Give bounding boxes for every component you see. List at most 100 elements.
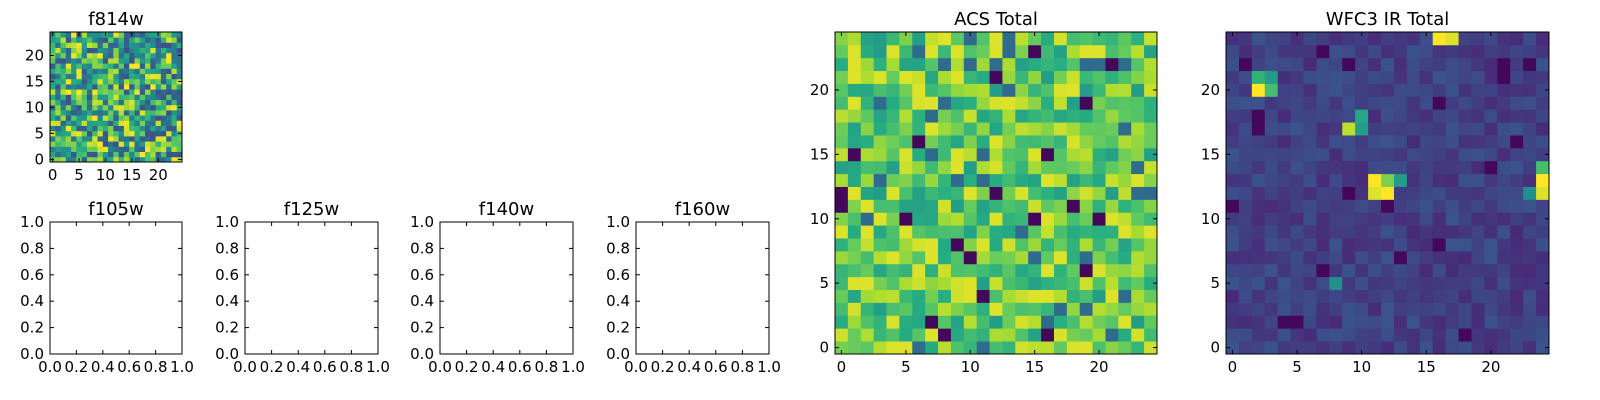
heatmap-cell — [1381, 276, 1395, 290]
heatmap-cell — [1393, 225, 1408, 239]
heatmap-cell — [1393, 315, 1408, 329]
heatmap-cell — [1523, 276, 1537, 290]
heatmap-cell — [97, 120, 104, 126]
heatmap-cell — [912, 225, 926, 239]
heatmap-cell — [860, 289, 875, 303]
heatmap-cell — [886, 302, 900, 316]
heatmap-cell — [1342, 315, 1356, 329]
heatmap-cell — [912, 250, 926, 265]
heatmap-cell — [102, 78, 109, 85]
heatmap-cell — [847, 70, 862, 84]
heatmap-cell — [1238, 341, 1253, 355]
heatmap-cell — [1277, 302, 1291, 316]
heatmap-cell — [989, 160, 1003, 175]
heatmap-cell — [1105, 44, 1119, 59]
heatmap-cell — [1393, 160, 1408, 175]
heatmap-cell — [129, 136, 135, 142]
heatmap-cell — [950, 199, 965, 213]
heatmap-cell — [171, 58, 178, 64]
heatmap-cell — [1118, 199, 1132, 213]
heatmap-cell — [1523, 109, 1537, 123]
heatmap-cell — [1092, 225, 1106, 239]
heatmap-cell — [1238, 96, 1253, 110]
heatmap-cell — [1316, 315, 1330, 329]
heatmap-cell — [60, 37, 67, 43]
heatmap-cell — [1342, 302, 1356, 316]
heatmap-cell — [65, 146, 72, 152]
heatmap-cell — [938, 32, 952, 46]
heatmap-cell — [1329, 328, 1343, 342]
heatmap-cell — [1131, 250, 1145, 265]
heatmap-cell — [873, 186, 887, 200]
heatmap-cell — [76, 125, 83, 132]
heatmap-cell — [55, 130, 61, 137]
heatmap-cell — [60, 146, 67, 152]
heatmap-cell — [118, 58, 125, 64]
heatmap-cell — [160, 110, 167, 116]
heatmap-cell — [1028, 315, 1042, 329]
heatmap-cell — [1355, 276, 1369, 290]
heatmap-cell — [176, 94, 183, 100]
heatmap-cell — [123, 37, 130, 43]
heatmap-cell — [123, 146, 130, 152]
heatmap-cell — [1277, 122, 1291, 136]
heatmap-cell — [92, 120, 98, 126]
heatmap-cell — [1484, 315, 1498, 329]
heatmap-cell — [1458, 341, 1472, 355]
heatmap-cell — [1105, 147, 1119, 162]
heatmap-cell — [150, 37, 156, 43]
heatmap-cell — [113, 146, 120, 152]
heatmap-cell — [989, 302, 1003, 316]
heatmap-cell — [1471, 341, 1485, 355]
heatmap-cell — [1445, 96, 1459, 110]
heatmap-cell — [1066, 250, 1081, 265]
axes-frame — [834, 31, 1158, 355]
heatmap-cell — [1329, 147, 1343, 162]
heatmap-cell — [1251, 238, 1266, 252]
heatmap-cell — [65, 84, 72, 90]
heatmap-cell — [50, 47, 56, 54]
heatmap-cell — [1497, 199, 1511, 213]
heatmap-cell — [1144, 289, 1158, 303]
heatmap-cell — [1368, 199, 1382, 213]
heatmap-cell — [160, 120, 167, 126]
heatmap-cell — [1458, 263, 1472, 278]
x-tick-label: 0 — [837, 358, 847, 376]
heatmap-cell — [92, 52, 98, 59]
heatmap-cell — [899, 173, 913, 187]
heatmap-cell — [1002, 83, 1016, 97]
heatmap-cell — [1536, 328, 1550, 342]
heatmap-cell — [950, 263, 965, 278]
heatmap-cell — [1381, 212, 1395, 226]
heatmap-cell — [1079, 186, 1093, 200]
heatmap-cell — [113, 104, 120, 111]
heatmap-cell — [1105, 135, 1119, 149]
heatmap-cell — [1092, 32, 1106, 46]
heatmap-cell — [86, 125, 93, 132]
heatmap-cell — [950, 276, 965, 290]
heatmap-cell — [108, 120, 114, 126]
heatmap-cell — [1355, 57, 1369, 72]
heatmap-cell — [55, 136, 61, 142]
heatmap-cell — [1381, 96, 1395, 110]
heatmap-cell — [1458, 96, 1472, 110]
heatmap-cell — [1406, 263, 1421, 278]
heatmap-cell — [1471, 70, 1485, 84]
heatmap-cell — [1118, 328, 1132, 342]
heatmap-cell — [847, 160, 862, 175]
heatmap-cell — [1510, 186, 1524, 200]
heatmap-cell — [113, 89, 120, 95]
heatmap-cell — [835, 109, 849, 123]
heatmap-cell — [155, 37, 162, 43]
heatmap-cell — [1342, 186, 1356, 200]
heatmap-cell — [86, 63, 93, 69]
heatmap-cell — [1066, 302, 1081, 316]
heatmap-cell — [1536, 109, 1550, 123]
heatmap-cell — [1445, 160, 1459, 175]
heatmap-cell — [1316, 147, 1330, 162]
heatmap-cell — [86, 84, 93, 90]
heatmap-cell — [1458, 70, 1472, 84]
heatmap-cell — [1497, 173, 1511, 187]
heatmap-cell — [1497, 186, 1511, 200]
